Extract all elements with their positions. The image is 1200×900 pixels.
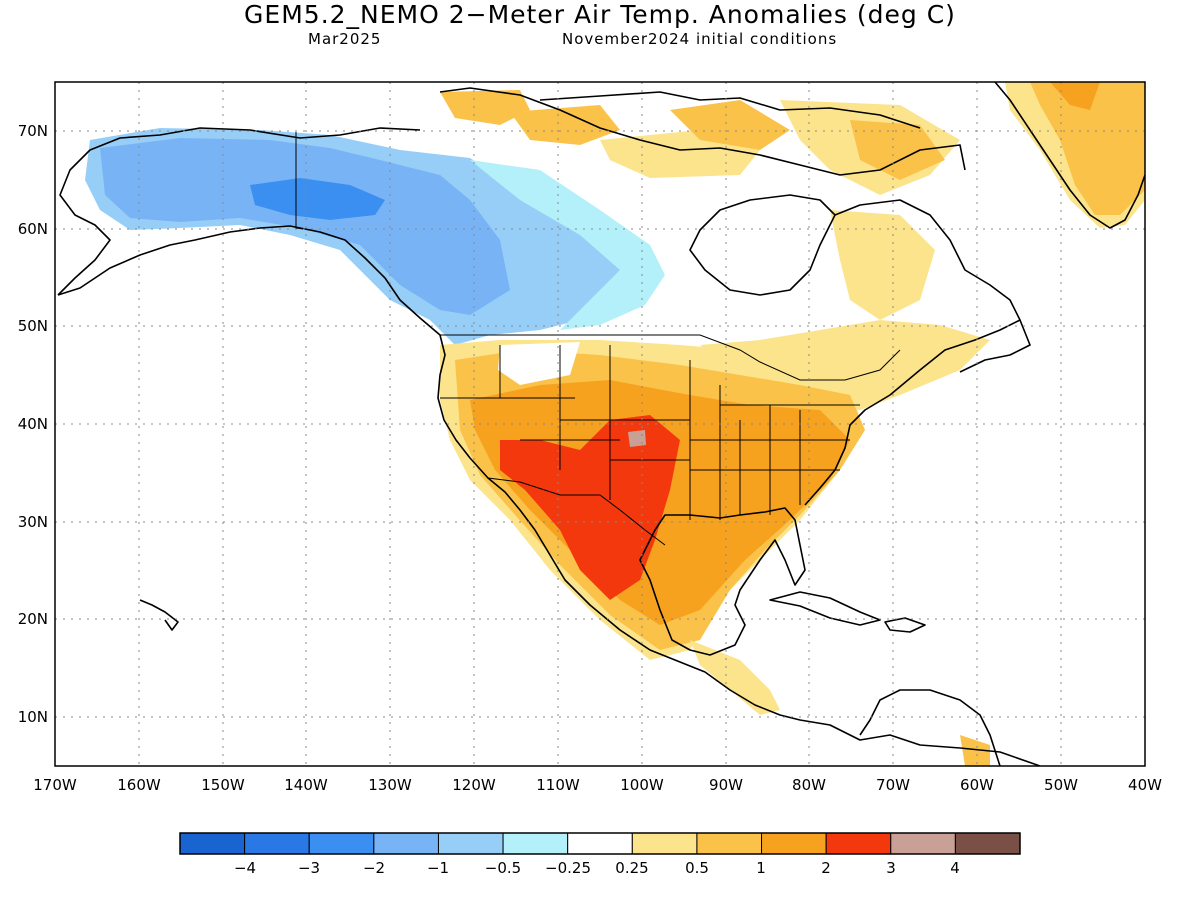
colorbar-label: −3 (298, 859, 320, 877)
colorbar-label: −2 (363, 859, 385, 877)
colorbar-swatch (179, 832, 246, 855)
hawaii (139, 599, 179, 631)
cool-region-medium (100, 138, 510, 315)
lat-label: 30N (18, 513, 48, 531)
us-canada-border (440, 334, 901, 381)
cool-region-fringe (470, 160, 665, 330)
colorbar-label: 2 (821, 859, 831, 877)
southwest-warm-core (500, 415, 680, 600)
latitude-labels: 70N 60N 50N 40N 30N 20N 10N (18, 122, 48, 726)
cool-region-strong (250, 178, 385, 220)
colorbar-swatch (308, 832, 375, 855)
colorbar-label: −4 (234, 859, 256, 877)
lon-label: 110W (536, 776, 580, 794)
colorbar-label: −0.25 (545, 859, 591, 877)
colorbar-label: 3 (886, 859, 896, 877)
hudson-bay (689, 194, 836, 296)
kansas-anomaly-peak (628, 430, 646, 447)
alaska-north-coast (89, 127, 421, 151)
arctic-warm-2 (510, 105, 620, 145)
arctic-islands-2 (539, 91, 921, 129)
arctic-warm-4 (670, 100, 790, 150)
greenland-coast (994, 82, 1145, 229)
south-america-coast (859, 689, 1001, 766)
lon-label: 80W (792, 776, 826, 794)
colorbar-swatch (890, 832, 956, 855)
labrador-coast (834, 199, 1021, 321)
gridlines (55, 82, 1145, 766)
colorbar-swatch (761, 832, 827, 855)
initial-conditions: November2024 initial conditions (562, 30, 838, 48)
lon-label: 60W (960, 776, 994, 794)
lat-label: 60N (18, 220, 48, 238)
coastlines (57, 82, 1145, 766)
colorbar-label: −1 (427, 859, 449, 877)
lon-label: 40W (1128, 776, 1162, 794)
colorbar-swatch (244, 832, 310, 855)
alaska-canada-border (295, 132, 311, 231)
greenland-warm-medium (1030, 82, 1145, 215)
state-lines-2 (690, 404, 860, 515)
central-america-warm (690, 640, 780, 715)
colorbar-swatch (696, 832, 763, 855)
lat-label: 40N (18, 415, 48, 433)
east-coast (804, 319, 1031, 506)
hispaniola (884, 617, 926, 633)
colorbar-swatch (437, 832, 504, 855)
map-area (57, 82, 1145, 766)
lat-label: 10N (18, 708, 48, 726)
us-mexico-border (487, 477, 666, 546)
arctic-warm-6 (850, 120, 945, 180)
lon-label: 90W (709, 776, 743, 794)
arctic-islands-1 (439, 87, 966, 176)
labrador-warm (830, 210, 935, 320)
colorbar-swatch (567, 832, 633, 855)
lat-label: 50N (18, 317, 48, 335)
arctic-warm-1 (440, 90, 530, 125)
lon-label: 130W (368, 776, 412, 794)
colorbar-swatch (373, 832, 439, 855)
lon-label: 170W (33, 776, 77, 794)
colorbar-label: 1 (756, 859, 766, 877)
colorbar-label: 4 (950, 859, 960, 877)
colorbar-swatch (502, 832, 569, 855)
lon-label: 140W (284, 776, 328, 794)
map-frame (54, 81, 1146, 767)
forecast-month: Mar2025 (308, 30, 382, 48)
anomaly-shading (85, 82, 1145, 766)
longitude-labels: 170W 160W 150W 140W 130W 120W 110W 100W … (33, 776, 1162, 794)
lon-label: 70W (876, 776, 910, 794)
lon-label: 160W (117, 776, 161, 794)
alaska-west-coast (57, 149, 111, 296)
lon-label: 100W (620, 776, 664, 794)
colorbar-label: 0.5 (685, 859, 709, 877)
colorbar-swatch (825, 832, 892, 855)
map-title: GEM5.2_NEMO 2−Meter Air Temp. Anomalies … (244, 0, 956, 29)
colorbar-frame (179, 832, 1021, 855)
colorbar: −4 −3 −2 −1 −0.5 −0.25 0.25 0.5 1 2 3 4 (179, 832, 1021, 877)
lon-label: 150W (201, 776, 245, 794)
lon-label: 120W (452, 776, 496, 794)
colorbar-swatch (954, 832, 1021, 855)
colorbar-swatch (631, 832, 698, 855)
lat-label: 20N (18, 610, 48, 628)
borders (295, 132, 901, 546)
north-america-coast (57, 225, 1041, 766)
greenland-warm-strong (1050, 82, 1100, 110)
cuba (769, 591, 881, 626)
colorbar-label: −0.5 (485, 859, 521, 877)
colorbar-label: 0.25 (615, 859, 648, 877)
lat-label: 70N (18, 122, 48, 140)
venezuela-warm (960, 735, 990, 766)
lon-label: 50W (1044, 776, 1078, 794)
